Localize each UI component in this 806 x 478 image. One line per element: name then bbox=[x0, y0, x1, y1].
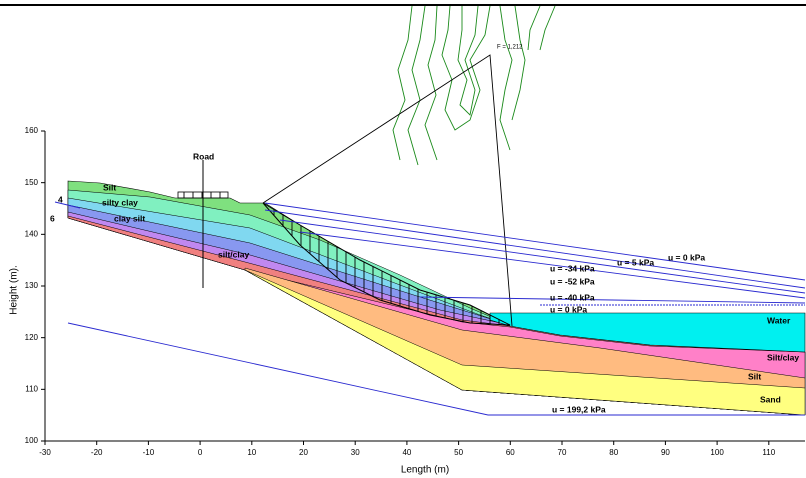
x-tick-label: 80 bbox=[609, 448, 618, 457]
layer-label: silty clay bbox=[102, 197, 138, 207]
pore-pressure-label: u = 0 kPa bbox=[550, 304, 587, 314]
y-tick-label: 110 bbox=[25, 384, 38, 393]
layer-label: Silt/clay bbox=[767, 352, 799, 362]
x-tick-label: 110 bbox=[762, 448, 775, 457]
x-tick-label: 40 bbox=[402, 448, 411, 457]
road-label: Road bbox=[193, 151, 214, 161]
x-tick-label: -30 bbox=[39, 448, 51, 457]
x-tick-label: 90 bbox=[661, 448, 670, 457]
slip-mass bbox=[262, 202, 511, 326]
x-tick-label: 70 bbox=[558, 448, 567, 457]
y-tick-label: 150 bbox=[25, 178, 39, 187]
x-tick-label: 60 bbox=[506, 448, 515, 457]
slip-radius bbox=[262, 54, 513, 327]
layer-label: Silt bbox=[748, 371, 761, 381]
contours bbox=[392, 5, 556, 166]
pore-pressure-label: u = 199,2 kPa bbox=[552, 404, 606, 414]
layer-label: Water bbox=[767, 315, 791, 325]
pore-pressure-label: u = -34 kPa bbox=[550, 263, 595, 273]
marker: 4 bbox=[58, 194, 63, 204]
x-tick-label: 10 bbox=[247, 448, 256, 457]
pore-pressure-label: u = -40 kPa bbox=[550, 292, 595, 302]
y-axis-title: Height (m). bbox=[9, 265, 20, 314]
pore-pressure-lines bbox=[54, 201, 806, 416]
pore-pressure-label: u = 5 kPa bbox=[617, 257, 654, 267]
layer-label: silt/clay bbox=[218, 249, 249, 259]
x-tick-label: 20 bbox=[299, 448, 308, 457]
pore-pressure-label: u = -52 kPa bbox=[550, 276, 595, 286]
layer-label: Silt bbox=[103, 182, 116, 192]
y-tick-label: 130 bbox=[25, 281, 39, 290]
factor-of-safety: F = 1,212 bbox=[497, 45, 523, 51]
x-tick-label: 50 bbox=[454, 448, 463, 457]
y-tick-label: 140 bbox=[25, 229, 39, 238]
x-axis-title: Length (m) bbox=[401, 465, 449, 476]
pore-pressure-label: u = 0 kPa bbox=[668, 252, 705, 262]
x-tick-label: 100 bbox=[710, 448, 724, 457]
x-tick-label: -10 bbox=[143, 448, 155, 457]
x-tick-label: 30 bbox=[351, 448, 360, 457]
marker: 6 bbox=[50, 213, 55, 223]
x-tick-label: 0 bbox=[198, 448, 203, 457]
y-tick-label: 100 bbox=[25, 436, 39, 445]
layer-label: Sand bbox=[760, 394, 781, 404]
x-tick-label: -20 bbox=[91, 448, 103, 457]
y-tick-label: 120 bbox=[25, 333, 39, 342]
layer-label: clay silt bbox=[114, 213, 145, 223]
y-tick-label: 160 bbox=[25, 126, 39, 135]
